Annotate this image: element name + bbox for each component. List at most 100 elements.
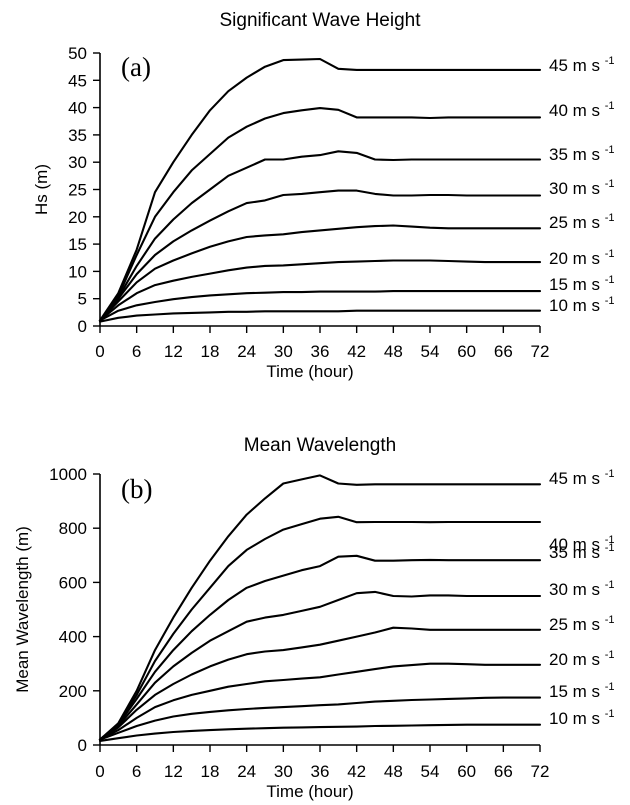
series-line-45 xyxy=(98,474,542,741)
panel-label: (a) xyxy=(121,52,151,82)
series-line-45 xyxy=(98,57,542,322)
series-label-superscript: -1 xyxy=(605,274,615,286)
series-label-text: 45 m s xyxy=(549,469,605,488)
series-label-superscript: -1 xyxy=(605,212,615,224)
series-label-45: 45 m s -1 xyxy=(549,55,615,75)
x-tick-label: 54 xyxy=(421,342,440,361)
y-axis-title: Mean Wavelength (m) xyxy=(13,526,32,693)
series-line-40 xyxy=(98,515,542,741)
series-label-superscript: -1 xyxy=(605,708,615,720)
series-label-superscript: -1 xyxy=(605,681,615,693)
series-label-10: 10 m s -1 xyxy=(549,295,615,315)
x-tick-label: 36 xyxy=(311,762,330,781)
series-label-20: 20 m s -1 xyxy=(549,248,615,268)
y-tick-label: 1000 xyxy=(49,465,87,484)
series-label-superscript: -1 xyxy=(605,100,615,112)
series-line-35 xyxy=(98,554,542,741)
x-tick-label: 48 xyxy=(384,342,403,361)
series-label-text: 10 m s xyxy=(549,709,605,728)
series-label-superscript: -1 xyxy=(605,468,615,480)
x-tick-label: 54 xyxy=(421,762,440,781)
x-tick-label: 30 xyxy=(274,762,293,781)
x-tick-label: 12 xyxy=(164,762,183,781)
series-line-35 xyxy=(98,150,542,322)
series-line-25 xyxy=(98,224,542,322)
series-label-superscript: -1 xyxy=(605,55,615,67)
series-label-superscript: -1 xyxy=(605,295,615,307)
x-tick-label: 30 xyxy=(274,342,293,361)
series-label-superscript: -1 xyxy=(605,614,615,626)
series-label-text: 10 m s xyxy=(549,296,605,315)
series-label-superscript: -1 xyxy=(605,579,615,591)
series-label-text: 30 m s xyxy=(549,179,605,198)
series-label-35: 35 m s -1 xyxy=(549,144,615,164)
series-line-20 xyxy=(98,662,542,741)
series-label-superscript: -1 xyxy=(605,144,615,156)
y-tick-label: 30 xyxy=(68,153,87,172)
series-line-15 xyxy=(98,290,542,322)
y-tick-label: 25 xyxy=(68,181,87,200)
series-label-15: 15 m s -1 xyxy=(549,274,615,294)
series-line-40 xyxy=(98,107,542,322)
series-label-10: 10 m s -1 xyxy=(549,708,615,728)
y-tick-label: 0 xyxy=(78,317,87,336)
series-label-text: 35 m s xyxy=(549,145,605,164)
series-label-25: 25 m s -1 xyxy=(549,614,615,634)
panel-label: (b) xyxy=(121,474,152,504)
x-tick-label: 0 xyxy=(95,342,104,361)
y-tick-label: 20 xyxy=(68,208,87,227)
series-label-35: 35 m s -1 xyxy=(549,542,615,562)
series-label-25: 25 m s -1 xyxy=(549,212,615,232)
x-tick-label: 42 xyxy=(347,342,366,361)
series-label-text: 25 m s xyxy=(549,615,605,634)
series-label-text: 30 m s xyxy=(549,580,605,599)
x-axis-title: Time (hour) xyxy=(266,362,353,381)
series-label-15: 15 m s -1 xyxy=(549,681,615,701)
y-tick-label: 10 xyxy=(68,262,87,281)
y-tick-label: 0 xyxy=(78,736,87,755)
x-tick-label: 66 xyxy=(494,762,513,781)
x-tick-label: 48 xyxy=(384,762,403,781)
series-label-text: 45 m s xyxy=(549,56,605,75)
x-tick-label: 6 xyxy=(132,762,141,781)
x-tick-label: 18 xyxy=(201,342,220,361)
x-tick-label: 18 xyxy=(201,762,220,781)
x-tick-label: 72 xyxy=(531,342,550,361)
y-tick-label: 200 xyxy=(59,682,87,701)
y-axis-title: Hs (m) xyxy=(32,164,51,215)
chart-title: Significant Wave Height xyxy=(219,10,421,31)
series-label-text: 15 m s xyxy=(549,682,605,701)
series-label-30: 30 m s -1 xyxy=(549,579,615,599)
x-tick-label: 42 xyxy=(347,762,366,781)
series-label-40: 40 m s -1 xyxy=(549,100,615,120)
x-tick-label: 6 xyxy=(132,342,141,361)
series-line-30 xyxy=(98,590,542,741)
chart-title: Mean Wavelength xyxy=(244,435,396,456)
y-tick-label: 800 xyxy=(59,519,87,538)
series-label-superscript: -1 xyxy=(605,649,615,661)
series-line-30 xyxy=(98,189,542,322)
y-tick-label: 15 xyxy=(68,235,87,254)
series-line-10 xyxy=(98,309,542,323)
series-label-superscript: -1 xyxy=(605,542,615,554)
series-label-text: 35 m s xyxy=(549,543,605,562)
x-tick-label: 36 xyxy=(311,342,330,361)
y-tick-label: 400 xyxy=(59,628,87,647)
x-tick-label: 60 xyxy=(457,342,476,361)
series-line-10 xyxy=(98,723,542,742)
chart-panel-a: Significant Wave Height 0 6 12 18 24 30 36 42 48 5… xyxy=(32,10,615,381)
series-label-superscript: -1 xyxy=(605,178,615,190)
y-tick-label: 45 xyxy=(68,71,87,90)
series-label-30: 30 m s -1 xyxy=(549,178,615,198)
series-label-20: 20 m s -1 xyxy=(549,649,615,669)
series-label-45: 45 m s -1 xyxy=(549,468,615,488)
series-label-text: 40 m s xyxy=(549,535,605,554)
series-line-15 xyxy=(98,696,542,741)
x-tick-label: 72 xyxy=(531,762,550,781)
series-label-text: 20 m s xyxy=(549,249,605,268)
series-label-text: 25 m s xyxy=(549,213,605,232)
series-label-text: 40 m s xyxy=(549,101,605,120)
x-tick-label: 60 xyxy=(457,762,476,781)
x-tick-label: 24 xyxy=(237,342,256,361)
